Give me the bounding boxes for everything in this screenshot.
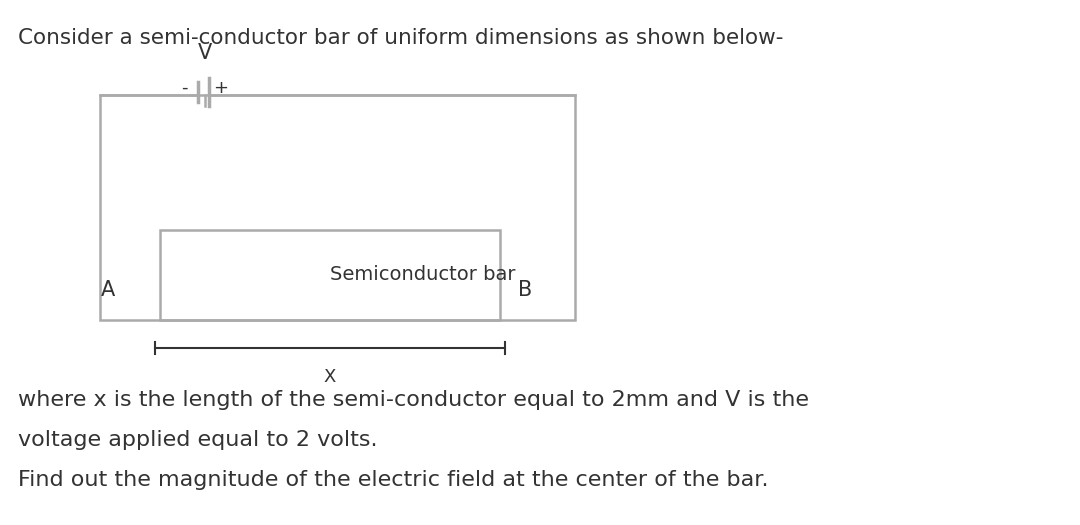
- Text: -: -: [180, 79, 187, 97]
- Text: +: +: [214, 79, 229, 97]
- Text: B: B: [518, 280, 532, 300]
- Text: where x is the length of the semi-conductor equal to 2mm and V is the: where x is the length of the semi-conduc…: [18, 390, 809, 410]
- Text: Consider a semi-conductor bar of uniform dimensions as shown below-: Consider a semi-conductor bar of uniform…: [18, 28, 783, 48]
- Text: voltage applied equal to 2 volts.: voltage applied equal to 2 volts.: [18, 430, 378, 450]
- Bar: [160, 230, 500, 320]
- Text: Semiconductor bar: Semiconductor bar: [330, 266, 515, 285]
- Text: X: X: [324, 368, 336, 386]
- Text: V: V: [198, 43, 212, 63]
- Text: Find out the magnitude of the electric field at the center of the bar.: Find out the magnitude of the electric f…: [18, 470, 769, 490]
- Text: A: A: [100, 280, 114, 300]
- Bar: [100, 95, 575, 320]
